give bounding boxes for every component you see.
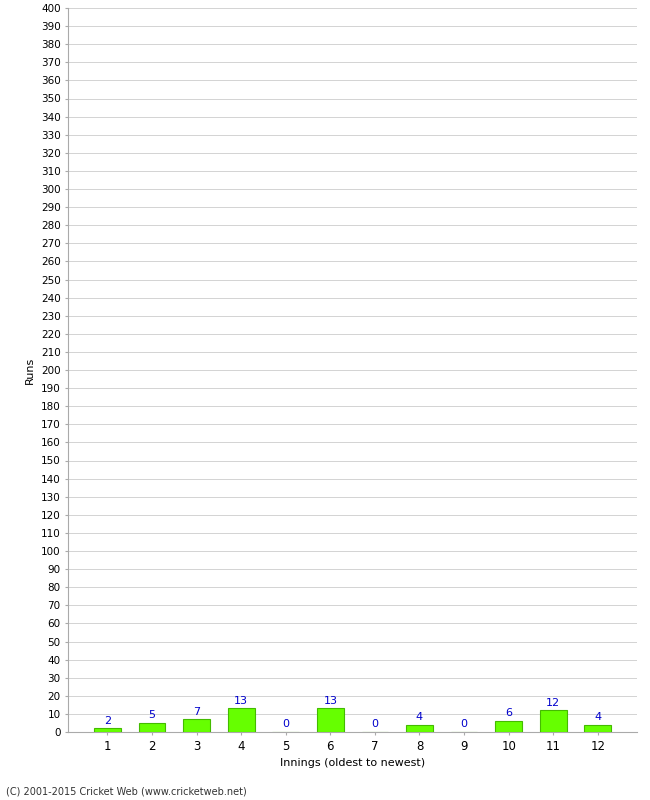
- Bar: [406, 725, 433, 732]
- Bar: [495, 721, 522, 732]
- Y-axis label: Runs: Runs: [25, 356, 35, 384]
- Text: (C) 2001-2015 Cricket Web (www.cricketweb.net): (C) 2001-2015 Cricket Web (www.cricketwe…: [6, 786, 247, 796]
- Text: 4: 4: [594, 712, 601, 722]
- Text: 0: 0: [461, 719, 467, 730]
- Text: 13: 13: [234, 696, 248, 706]
- Text: 0: 0: [371, 719, 378, 730]
- Bar: [94, 728, 121, 732]
- Bar: [540, 710, 567, 732]
- Bar: [227, 709, 255, 732]
- Text: 13: 13: [323, 696, 337, 706]
- Text: 0: 0: [282, 719, 289, 730]
- Bar: [584, 725, 611, 732]
- Text: 5: 5: [149, 710, 155, 720]
- Bar: [183, 719, 210, 732]
- Text: 7: 7: [193, 706, 200, 717]
- Bar: [138, 723, 165, 732]
- Text: 12: 12: [546, 698, 560, 707]
- Text: 6: 6: [505, 709, 512, 718]
- Text: 4: 4: [416, 712, 423, 722]
- X-axis label: Innings (oldest to newest): Innings (oldest to newest): [280, 758, 425, 768]
- Bar: [317, 709, 344, 732]
- Text: 2: 2: [104, 716, 111, 726]
